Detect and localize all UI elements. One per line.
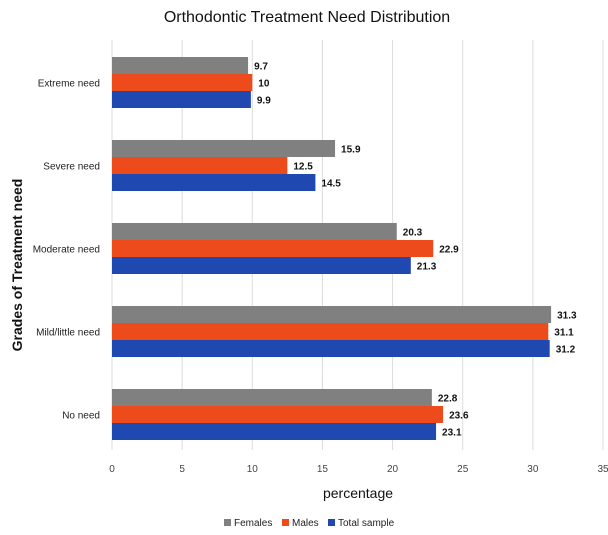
x-tick-label: 0 [109,464,115,475]
bar-total-sample [112,91,251,108]
bar-females [112,140,336,157]
legend-swatch [328,519,335,526]
bar-total-sample [112,423,437,440]
y-axis-label: Grades of Treatment need [9,179,25,352]
x-tick-label: 5 [179,464,185,475]
x-tick-label: 30 [527,464,539,475]
data-label: 22.8 [438,394,458,405]
data-labels: 9.7 10 9.9 15.9 12.5 14.5 20.3 22.921.3 31.3 31.1… [254,62,577,439]
data-label: 10 [258,79,270,90]
category-label: Severe need [43,162,100,173]
bar-total-sample [112,340,550,357]
chart-title: Orthodontic Treatment Need Distribution [164,9,450,26]
data-label: 23.1 [442,428,462,439]
data-label: 15.9 [341,145,361,156]
legend-label: Females [234,518,272,529]
data-label: 31.2 [556,345,576,356]
bar-total-sample [112,257,411,274]
x-tick-label: 10 [247,464,259,475]
x-tick-label: 20 [387,464,399,475]
data-label: 12.5 [293,162,313,173]
x-tick-label: 35 [597,464,608,475]
bar-males [112,406,444,423]
bar-males [112,157,288,174]
bar-females [112,223,397,240]
x-tick-label: 15 [317,464,329,475]
data-label: 22.9 [439,245,459,256]
data-label: 31.1 [554,328,574,339]
legend-swatch [224,519,231,526]
bar-males [112,240,434,257]
bar-total-sample [112,174,316,191]
bar-males [112,74,253,91]
category-label: No need [62,411,100,422]
category-label: Extreme need [38,79,100,90]
category-label: Moderate need [33,245,100,256]
data-label: 14.5 [321,179,341,190]
x-axis-label: percentage [323,485,393,501]
bar-females [112,57,249,74]
x-tick-label: 25 [457,464,469,475]
category-label: Mild/little need [36,328,100,339]
legend-label: Total sample [338,518,395,529]
data-label: 9.7 [254,62,268,73]
bar-males [112,323,549,340]
data-label: 20.3 [403,228,423,239]
data-label: 21.3 [417,262,437,273]
category-labels: Extreme need Severe need Moderate need Mild… [33,79,100,422]
bar-females [112,389,432,406]
legend: Females Males Total sample [224,518,395,529]
data-label: 31.3 [557,311,577,322]
data-label: 9.9 [257,96,271,107]
legend-swatch [282,519,289,526]
legend-label: Males [292,518,319,529]
data-label: 23.6 [449,411,469,422]
x-tick-labels: 0 5 10 15 20 25 30 35 [109,464,608,475]
bar-females [112,306,552,323]
bars [112,57,552,440]
